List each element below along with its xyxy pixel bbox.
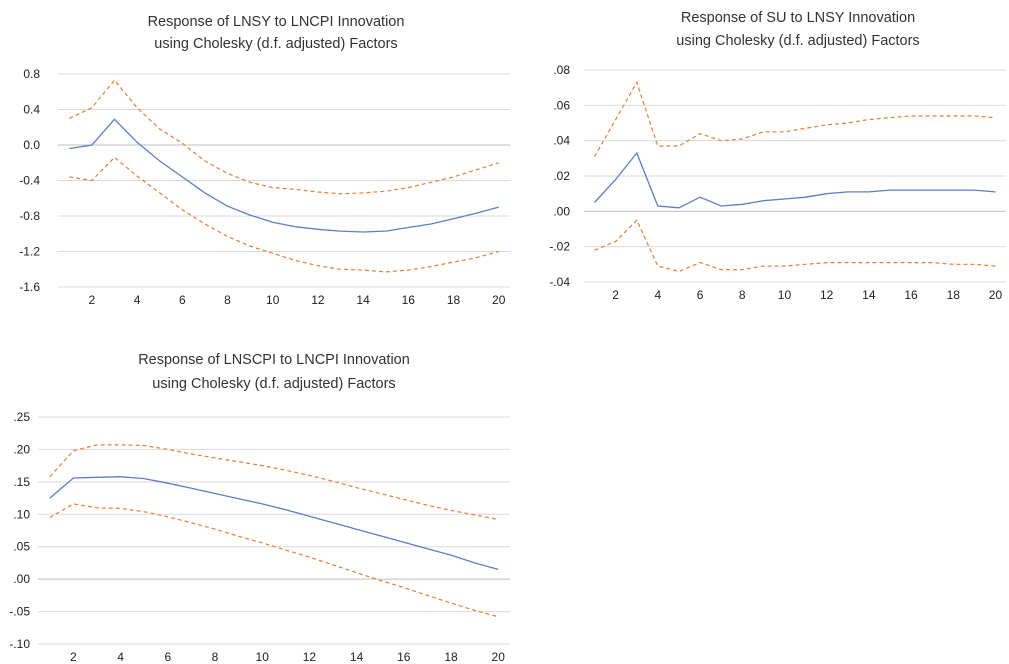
y-tick-label: .10 [13,507,30,521]
x-tick-label: 6 [164,650,171,664]
x-tick-label: 14 [350,650,364,664]
x-tick-label: 20 [989,288,1003,302]
x-tick-label: 4 [655,288,662,302]
x-tick-label: 12 [303,650,317,664]
y-tick-label: -.05 [9,605,30,619]
chart-lnscpi-lncpi-svg: Response of LNSCPI to LNCPI Innovation us… [9,352,510,664]
y-tick-label: 0.0 [23,138,40,152]
chart-lnsy-lncpi: Response of LNSY to LNCPI Innovation usin… [0,0,520,320]
x-tick-label: 8 [212,650,219,664]
chart-title-line1: Response of LNSY to LNCPI Innovation [148,14,405,30]
x-tick-label: 6 [179,293,186,307]
response-line [49,476,499,571]
x-tick-label: 2 [70,650,77,664]
x-tick-label: 14 [862,288,876,302]
x-tick-label: 6 [697,288,704,302]
chart-lnscpi-lncpi: Response of LNSCPI to LNCPI Innovation us… [0,340,520,664]
x-tick-label: 8 [224,293,231,307]
chart-su-lnsy-svg: Response of SU to LNSY Innovation using C… [549,10,1006,302]
lower-band-line [594,219,996,273]
y-tick-label: .08 [553,63,570,77]
x-tick-label: 10 [266,293,280,307]
x-tick-label: 16 [402,293,416,307]
y-tick-label: -1.2 [19,245,40,259]
y-tick-label: -0.4 [19,174,40,188]
x-tick-label: 16 [397,650,411,664]
x-tick-label: 18 [444,650,458,664]
response-line [69,118,499,233]
chart-su-lnsy: Response of SU to LNSY Innovation using C… [520,0,1009,320]
y-tick-label: -1.6 [19,280,40,294]
x-tick-label: 10 [256,650,270,664]
y-tick-label: -.10 [9,637,30,651]
y-tick-label: .00 [13,572,30,586]
response-line [594,151,996,209]
y-tick-label: .00 [553,204,570,218]
x-tick-label: 18 [947,288,961,302]
y-tick-label: .02 [553,169,570,183]
y-tick-label: .04 [553,134,570,148]
x-tick-label: 16 [904,288,918,302]
x-tick-label: 4 [134,293,141,307]
chart-title-line2: using Cholesky (d.f. adjusted) Factors [154,36,397,52]
y-tick-label: .20 [13,442,30,456]
x-tick-label: 12 [311,293,325,307]
x-tick-label: 2 [89,293,96,307]
chart-title-line1: Response of LNSCPI to LNCPI Innovation [138,352,410,368]
chart-lnsy-lncpi-svg: Response of LNSY to LNCPI Innovation usin… [19,14,510,307]
upper-band-line [49,444,499,521]
chart-title-line2: using Cholesky (d.f. adjusted) Factors [152,376,395,392]
lower-band-line [49,503,499,618]
y-tick-label: 0.4 [23,103,40,117]
x-tick-label: 18 [447,293,461,307]
x-tick-label: 12 [820,288,834,302]
y-tick-label: .15 [13,475,30,489]
y-tick-label: .25 [13,410,30,424]
lower-band-line [69,156,499,273]
x-tick-label: 20 [492,650,506,664]
chart-title-line2: using Cholesky (d.f. adjusted) Factors [676,33,919,49]
upper-band-line [69,79,499,195]
chart-title-line1: Response of SU to LNSY Innovation [681,10,915,26]
x-tick-label: 4 [117,650,124,664]
x-tick-label: 2 [612,288,619,302]
x-tick-label: 14 [356,293,370,307]
x-tick-label: 20 [492,293,506,307]
upper-band-line [593,80,996,157]
y-tick-label: 0.8 [23,67,40,81]
y-tick-label: -.04 [549,275,570,289]
y-tick-label: -0.8 [19,209,40,223]
y-tick-label: .05 [13,540,30,554]
x-tick-label: 8 [739,288,746,302]
x-tick-label: 10 [778,288,792,302]
y-tick-label: .06 [553,98,570,112]
y-tick-label: -.02 [549,240,570,254]
